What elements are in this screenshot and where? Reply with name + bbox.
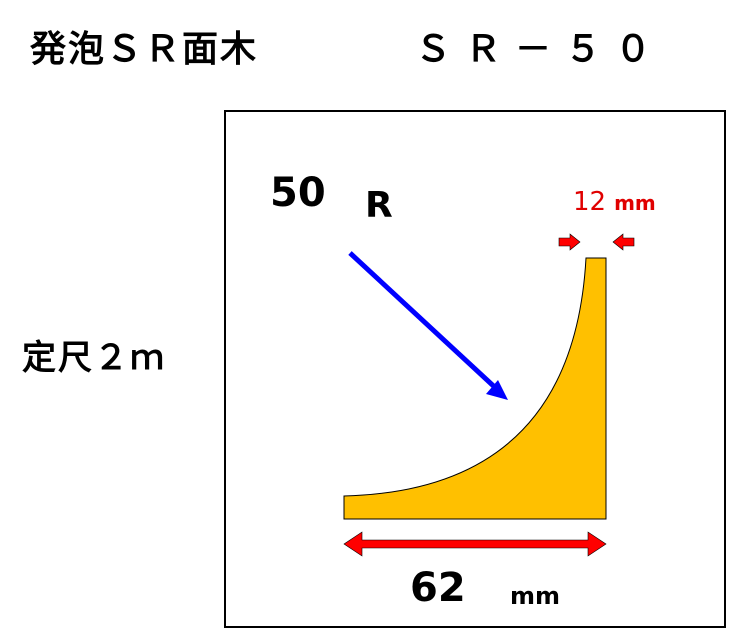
thickness-value: 12 — [573, 187, 607, 217]
thickness-arrow-right — [612, 233, 635, 251]
molding-profile-shape — [343, 257, 607, 520]
diagram-frame — [224, 110, 726, 628]
thickness-unit: mm — [614, 191, 656, 215]
model-code: ＳＲ－５０ — [415, 29, 666, 70]
thickness-label: 12 mm — [573, 187, 656, 217]
radius-arrow — [348, 251, 502, 394]
radius-value: 50 — [270, 170, 326, 216]
radius-arrow-head — [486, 380, 508, 400]
width-unit: mm — [510, 582, 561, 610]
radius-unit: R — [365, 185, 393, 226]
product-name: 発泡ＳＲ面木 — [30, 29, 259, 70]
standard-length-label: 定尺２ｍ — [22, 338, 166, 378]
width-value: 62 — [410, 565, 466, 611]
width-dimension-arrow — [343, 531, 607, 557]
thickness-arrow-left — [558, 233, 581, 251]
